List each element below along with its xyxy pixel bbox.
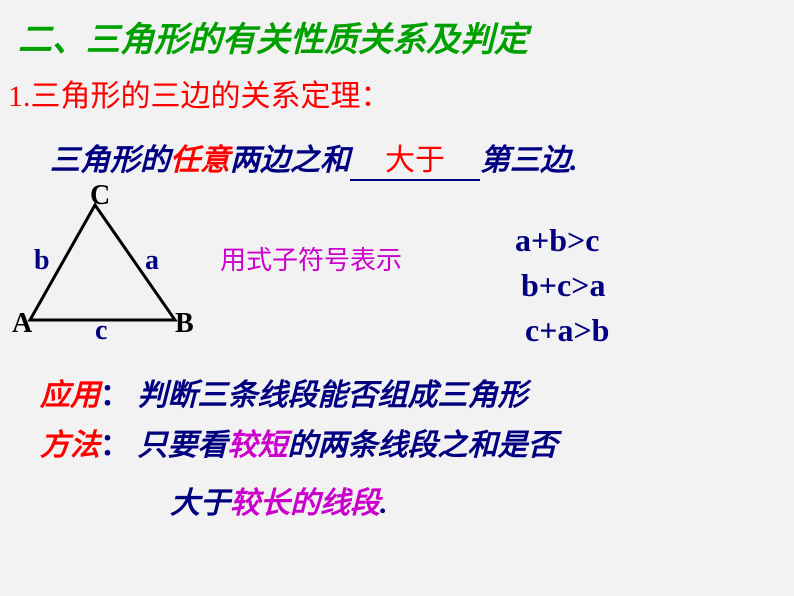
method-line-1: 方法： 只要看较短的两条线段之和是否 bbox=[40, 420, 558, 464]
side-b: b bbox=[34, 245, 50, 277]
method-colon: ： bbox=[100, 429, 130, 462]
theorem-blank-text: 大于 bbox=[385, 144, 445, 177]
theorem-renyi: 任意 bbox=[170, 144, 230, 177]
theorem-line: 三角形的任意两边之和 大于 第三边. bbox=[0, 115, 794, 181]
formula-2: b+c>a bbox=[521, 263, 609, 308]
vertex-b: B bbox=[175, 308, 194, 340]
formula-hint: 用式子符号表示 bbox=[220, 240, 402, 277]
side-a: a bbox=[145, 245, 159, 277]
method-label: 方法 bbox=[40, 429, 100, 462]
method-hl2: 较长的线段 bbox=[230, 487, 380, 520]
theorem-pre: 三角形的 bbox=[50, 144, 170, 177]
side-c: c bbox=[95, 315, 107, 347]
triangle-diagram: C A B b a c bbox=[20, 190, 220, 350]
theorem-blank: 大于 bbox=[350, 135, 480, 181]
subsection-number: 1. bbox=[8, 80, 31, 113]
application-line: 应用： 判断三条线段能否组成三角形 bbox=[40, 370, 528, 414]
vertex-a: A bbox=[12, 308, 32, 340]
vertex-c: C bbox=[90, 180, 110, 212]
theorem-post: 第三边. bbox=[480, 144, 578, 177]
application-label: 应用 bbox=[40, 379, 100, 412]
method-line-2: 大于较长的线段. bbox=[170, 478, 388, 522]
section-title: 二、三角形的有关性质关系及判定 bbox=[0, 0, 794, 61]
subsection-text: 三角形的三边的关系定理： bbox=[31, 80, 391, 113]
application-text: 判断三条线段能否组成三角形 bbox=[138, 379, 528, 412]
formula-block: a+b>c b+c>a c+a>b bbox=[515, 218, 609, 352]
application-colon: ： bbox=[100, 379, 130, 412]
method-part4: . bbox=[380, 487, 388, 520]
method-hl1: 较短 bbox=[228, 429, 288, 462]
method-part2: 的两条线段之和是否 bbox=[288, 429, 558, 462]
method-part3: 大于 bbox=[170, 487, 230, 520]
theorem-mid: 两边之和 bbox=[230, 144, 350, 177]
subsection-title: 1.三角形的三边的关系定理： bbox=[0, 61, 794, 115]
formula-1: a+b>c bbox=[515, 218, 609, 263]
method-part1: 只要看 bbox=[138, 429, 228, 462]
formula-3: c+a>b bbox=[525, 308, 609, 353]
